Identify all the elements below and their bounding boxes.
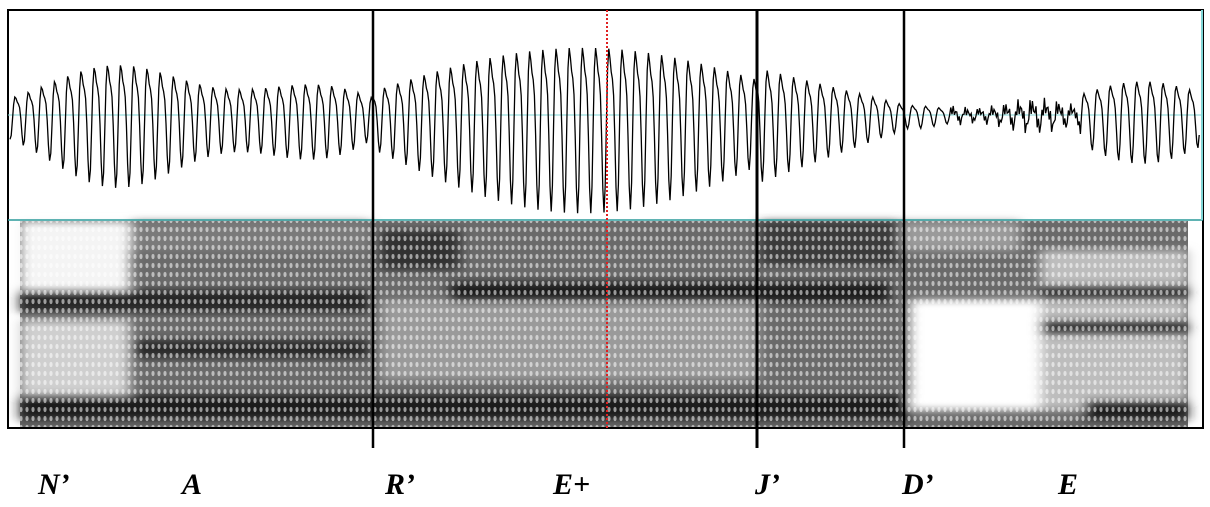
segment-label: A bbox=[180, 468, 202, 501]
segment-label: D’ bbox=[901, 468, 934, 501]
segment-label: E+ bbox=[552, 468, 590, 501]
waveform bbox=[9, 47, 1200, 214]
segment-label: J’ bbox=[754, 468, 780, 501]
segment-labels: N’ A R’ E+ J’ D’ E bbox=[37, 468, 1078, 501]
segment-label: N’ bbox=[37, 468, 70, 501]
segment-label: E bbox=[1057, 468, 1078, 501]
segment-label: R’ bbox=[384, 468, 415, 501]
harmonics bbox=[20, 221, 1188, 427]
spectrogram bbox=[20, 221, 1188, 427]
